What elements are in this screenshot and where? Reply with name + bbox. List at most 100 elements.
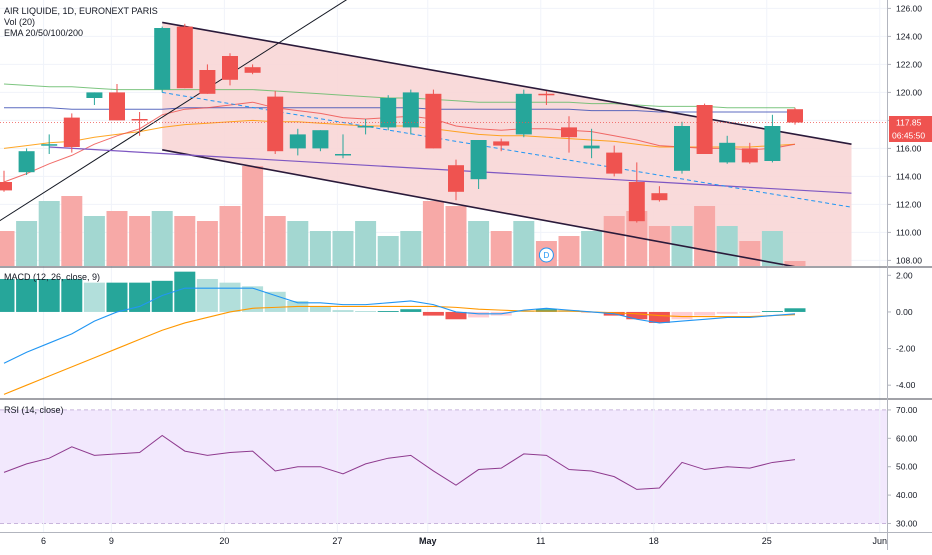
last-price-label: 117.85 (896, 118, 922, 128)
volume-bar (739, 241, 761, 266)
price-tick-label: 110.00 (896, 227, 922, 237)
trend-line-dashed (162, 91, 852, 208)
channel-lower-line (162, 149, 796, 266)
rsi-tick-label: 40.00 (896, 490, 918, 500)
ema-legend: EMA 20/50/100/200 (4, 28, 84, 38)
volume-bar (490, 231, 512, 266)
volume-bar (309, 231, 331, 266)
candle-body (470, 140, 487, 180)
countdown-tag (889, 129, 932, 142)
volume-bar (377, 236, 399, 266)
macd-histogram-bar (264, 291, 286, 312)
macd-histogram-bar (16, 278, 38, 312)
x-tick-label: 20 (219, 536, 229, 546)
volume-bar (558, 236, 580, 266)
x-tick-label: 11 (536, 536, 545, 546)
macd-histogram-bar (422, 311, 444, 316)
volume-bar (174, 216, 196, 266)
channel-upper-line (162, 21, 852, 145)
ema-line (3, 101, 796, 183)
volume-bar (196, 221, 218, 266)
price-tick-label: 108.00 (896, 255, 922, 265)
ema-line (4, 107, 795, 113)
x-tick-label: May (419, 536, 437, 546)
volume-bar (219, 206, 241, 266)
last-price-tag (889, 116, 932, 129)
macd-histogram-bar (61, 278, 83, 312)
candle-body (154, 28, 171, 90)
macd-histogram-bar (83, 282, 105, 312)
candle-body (176, 26, 193, 89)
volume-bar (332, 231, 354, 266)
x-tick-label: 18 (649, 536, 659, 546)
macd-histogram-bar (355, 311, 377, 312)
candle-body (719, 142, 736, 163)
candle-body (448, 165, 464, 192)
x-tick-label: 9 (109, 536, 114, 546)
macd-histogram-bar (400, 309, 422, 312)
candle-body (583, 145, 600, 149)
candle-body (380, 98, 397, 128)
macd-signal-line (3, 305, 796, 395)
volume-bar (242, 166, 264, 266)
macd-line (3, 287, 796, 364)
candle-body (357, 126, 374, 128)
volume-legend: Vol (20) (4, 17, 36, 27)
macd-histogram-bar (761, 311, 783, 312)
volume-bar (761, 231, 783, 266)
candle-body (18, 151, 35, 173)
volume-bar (151, 211, 173, 266)
dividend-marker-label: D (544, 251, 550, 260)
price-tick-label: 124.00 (896, 31, 922, 41)
macd-histogram-bar (671, 311, 693, 320)
price-tick-label: 120.00 (896, 87, 922, 97)
macd-histogram-bar (377, 311, 399, 312)
symbol-title: AIR LIQUIDE, 1D, EURONEXT PARIS (4, 6, 158, 16)
rsi-legend: RSI (14, close) (4, 405, 64, 415)
macd-histogram-bar (106, 282, 128, 312)
candle-body (63, 117, 80, 147)
volume-bar (648, 226, 670, 266)
volume-bar (264, 216, 286, 266)
volume-bar (468, 221, 490, 266)
macd-tick-label: -2.00 (896, 344, 916, 354)
rsi-tick-label: 50.00 (896, 462, 918, 472)
candle-body (312, 130, 329, 149)
price-legend: AIR LIQUIDE, 1D, EURONEXT PARIS Vol (20)… (4, 6, 158, 39)
volume-bar (83, 216, 105, 266)
candle-body (86, 92, 103, 98)
candle-body (109, 92, 125, 121)
volume-bar (106, 211, 128, 266)
candle-body (131, 119, 148, 121)
candle-body (41, 144, 58, 146)
macd-histogram-bar (151, 280, 173, 312)
macd-tick-label: -4.00 (896, 380, 916, 390)
countdown-label: 06:45:50 (892, 131, 925, 141)
price-tick-label: 126.00 (896, 3, 922, 13)
candle-body (696, 105, 713, 154)
candle-body (561, 127, 577, 138)
macd-histogram-bar (445, 311, 467, 320)
volume-bar (38, 201, 60, 266)
macd-histogram-bar (784, 308, 806, 312)
ema-line (3, 119, 796, 149)
macd-histogram-bar (242, 286, 264, 312)
candle-body (628, 182, 645, 222)
rsi-line (3, 434, 796, 490)
macd-histogram-bar (0, 278, 15, 312)
macd-histogram-bar (38, 278, 60, 312)
candle-body (222, 56, 238, 80)
x-tick-label: 27 (332, 536, 342, 546)
macd-histogram-bar (648, 311, 670, 323)
macd-histogram-bar (196, 278, 218, 312)
macd-histogram-bar (219, 282, 241, 312)
macd-legend: MACD (12, 26, close, 9) (4, 272, 101, 282)
candle-body (651, 193, 668, 201)
price-tick-label: 116.00 (896, 143, 922, 153)
volume-bar (716, 226, 738, 266)
macd-histogram-bar (309, 306, 331, 312)
volume-bar (0, 231, 15, 266)
macd-histogram-bar (468, 311, 490, 318)
